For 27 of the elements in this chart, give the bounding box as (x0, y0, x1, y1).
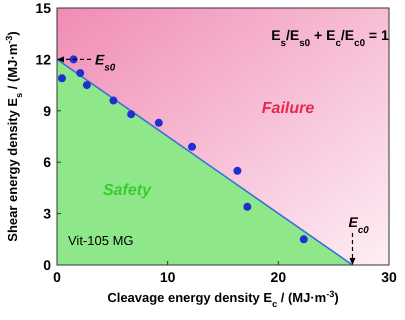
point (82, 81, 91, 90)
x-tick-label: 0 (53, 269, 62, 285)
annotation: Safety (102, 182, 152, 199)
y-tick-label: 0 (43, 257, 52, 273)
x-axis-title: Cleavage energy density E$_{c}$ / (MJ·m$^{-3}$) (107, 289, 339, 309)
annotation: Vit-105 MG (68, 233, 134, 248)
y-tick-label: 15 (35, 0, 52, 16)
point (154, 118, 163, 127)
point (188, 142, 196, 151)
point (127, 110, 136, 118)
annotation: E$_{c0}$ (348, 214, 370, 236)
point (300, 235, 308, 244)
text: E$_{s}$/E$_{s0}$ + E$_{c}$/E$_{c0}$ = 1 (271, 27, 389, 48)
point (109, 96, 118, 105)
y-tick-label: 6 (43, 154, 52, 170)
x-tick-label: 10 (160, 269, 176, 285)
annotation: Failure (262, 100, 314, 117)
x-tick-label: 30 (381, 269, 397, 285)
y-tick-label: 9 (43, 102, 52, 119)
point (58, 74, 66, 82)
point (76, 69, 84, 78)
x-tick-label: 20 (270, 269, 286, 285)
y-tick-label: 12 (35, 51, 52, 68)
annotation: E$_{s0}$ (95, 51, 116, 73)
point (243, 202, 252, 211)
y-tick-label: 3 (43, 206, 52, 222)
point (233, 166, 242, 175)
